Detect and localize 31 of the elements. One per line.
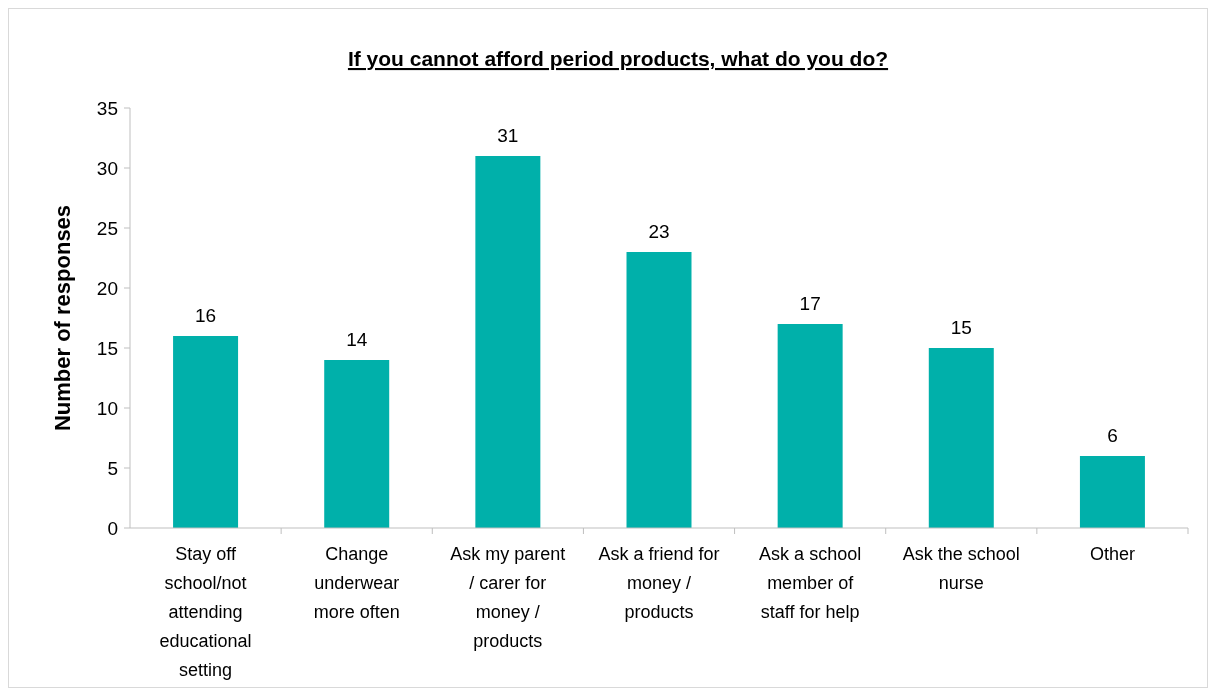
y-tick-label: 15 <box>96 337 118 359</box>
x-tick-label: Ask the school nurse <box>902 544 1020 593</box>
bar <box>626 252 692 528</box>
bar <box>777 324 843 528</box>
data-label: 23 <box>648 221 670 242</box>
data-label: 6 <box>1107 425 1118 446</box>
bar <box>324 360 390 528</box>
y-tick-label: 25 <box>96 217 118 239</box>
chart-title: If you cannot afford period products, what do you do? <box>347 47 889 70</box>
x-tick-label: Ask a school member of staff for help <box>759 544 862 622</box>
bar <box>173 336 239 528</box>
y-tick-label: 10 <box>96 397 118 419</box>
y-tick-label: 35 <box>96 97 118 119</box>
x-tick-label: Stay off school/not attending educational setting <box>159 544 252 680</box>
data-label: 14 <box>346 329 368 350</box>
y-tick-label: 5 <box>107 457 118 479</box>
bar <box>475 156 541 528</box>
data-label: 16 <box>195 305 217 326</box>
data-label: 17 <box>799 293 821 314</box>
y-tick-label: 0 <box>107 517 118 539</box>
bar <box>928 348 994 528</box>
x-tick-label: Change underwear more often <box>313 544 400 622</box>
y-axis-title: Number of responses <box>50 204 75 432</box>
y-tick-label: 20 <box>96 277 118 299</box>
x-tick-label: Ask my parent / carer for money / products <box>450 544 566 651</box>
data-label: 31 <box>497 125 519 146</box>
x-tick-label: Other <box>1089 544 1135 564</box>
bar <box>1079 456 1145 528</box>
y-tick-label: 30 <box>96 157 118 179</box>
x-tick-label: Ask a friend for money / products <box>598 544 720 622</box>
data-label: 15 <box>950 317 972 338</box>
